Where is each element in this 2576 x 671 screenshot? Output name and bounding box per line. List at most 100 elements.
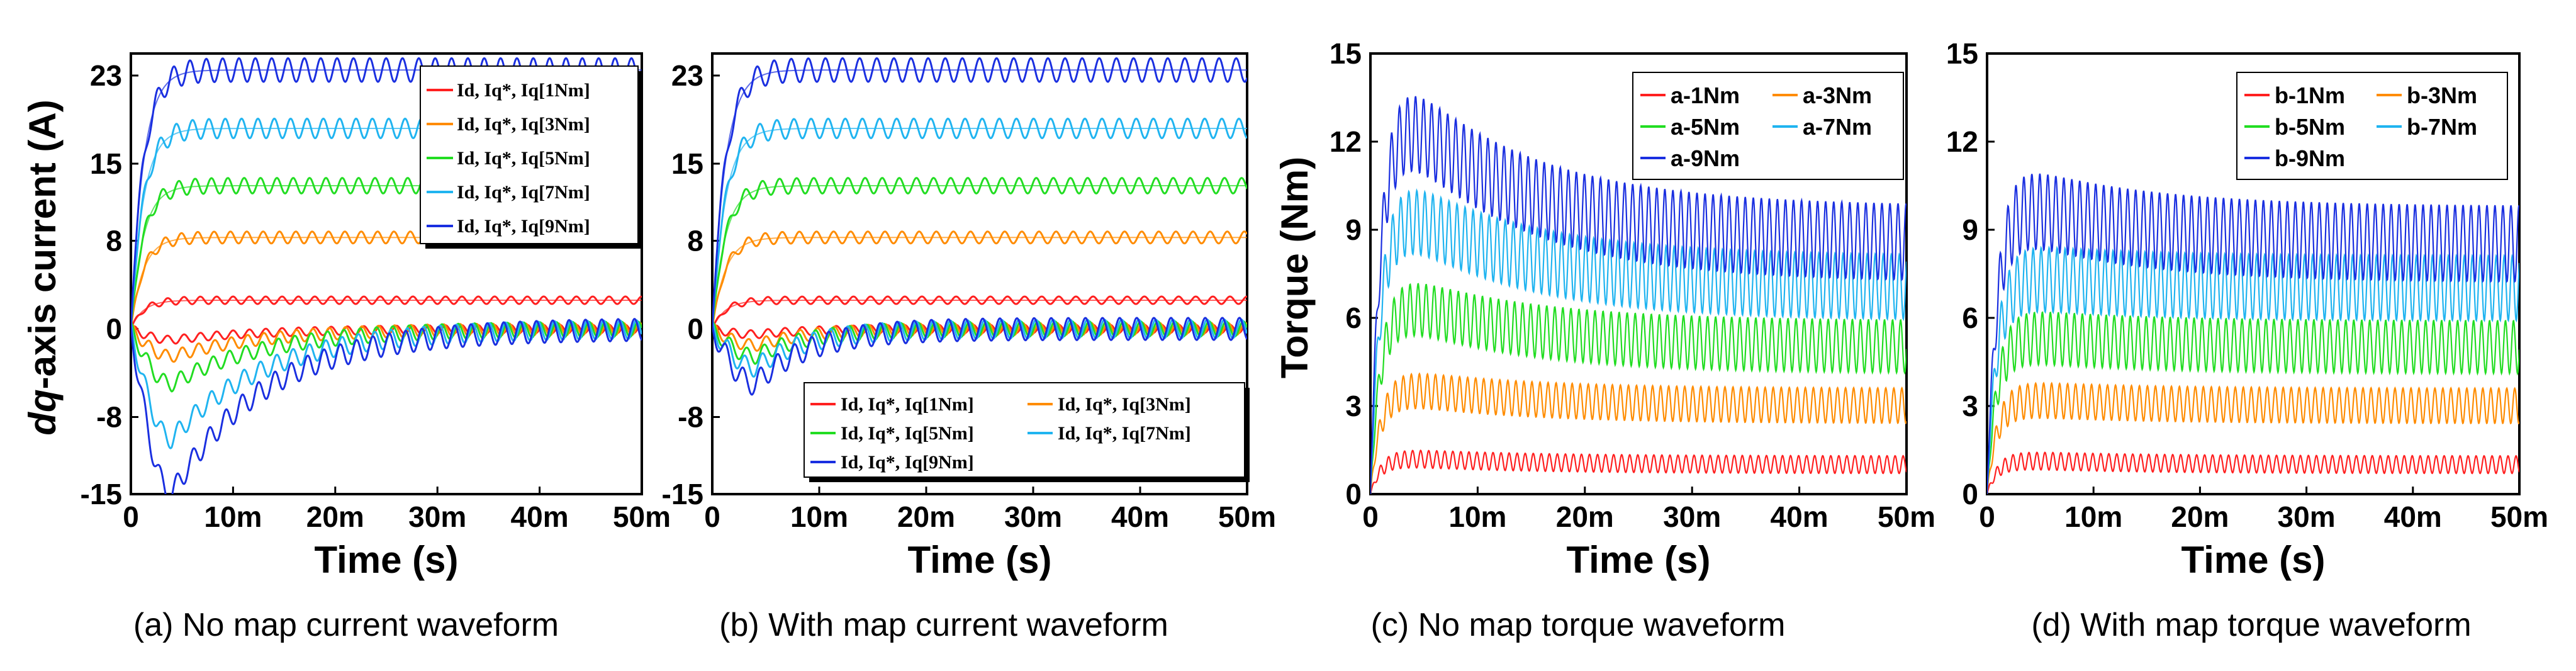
y-tick-label: 3 [1345, 390, 1362, 422]
legend-label: Id, Iq*, Iq[7Nm] [1058, 423, 1191, 444]
x-tick-label: 10m [790, 500, 848, 533]
legend-label: Id, Iq*, Iq[5Nm] [841, 423, 974, 444]
x-tick-label: 40m [1771, 500, 1828, 533]
torque-line [1370, 372, 1907, 494]
x-tick-label: 10m [204, 500, 262, 533]
legend-label: b-9Nm [2275, 145, 2345, 171]
legend-label: Id, Iq*, Iq[3Nm] [1058, 394, 1191, 415]
y-tick-label: 23 [671, 59, 703, 92]
legend-label: a-3Nm [1803, 82, 1872, 108]
y-tick-label: 0 [1345, 478, 1362, 510]
x-tick-label: 10m [1448, 500, 1506, 533]
y-tick-label: -8 [678, 401, 703, 434]
iq-line [712, 230, 1247, 329]
legend-label: Id, Iq*, Iq[9Nm] [841, 452, 974, 473]
y-tick-label: -15 [662, 478, 703, 510]
y-tick-label: 0 [106, 313, 122, 346]
iq-line [712, 295, 1247, 330]
y-tick-label: 8 [106, 225, 122, 257]
legend-label: Id, Iq*, Iq[1Nm] [457, 80, 590, 101]
legend-box [420, 65, 639, 244]
legend-label: Id, Iq*, Iq[7Nm] [457, 182, 590, 203]
x-tick-label: 40m [511, 500, 569, 533]
legend-label: b-3Nm [2407, 82, 2477, 108]
x-tick-label: 30m [1663, 500, 1721, 533]
y-axis-label: Torque (Nm) [1274, 157, 1316, 378]
series-group [1987, 173, 2519, 494]
legend-box [804, 382, 1245, 478]
y-tick-label: 9 [1345, 213, 1362, 246]
iq-line [712, 57, 1247, 329]
torque-line [1370, 188, 1907, 494]
legend-label: b-7Nm [2407, 114, 2477, 140]
x-axis-label: Time (s) [1567, 539, 1711, 581]
y-tick-label: -8 [96, 401, 122, 434]
series-group [1370, 96, 1907, 494]
legend-box [2236, 72, 2508, 180]
legend-label: a-1Nm [1671, 82, 1740, 108]
torque-line [1370, 283, 1907, 494]
torque-line [1987, 311, 2519, 494]
iq-line [131, 295, 642, 330]
y-tick-label: 9 [1962, 213, 1978, 246]
x-tick-label: 40m [1111, 500, 1169, 533]
x-tick-label: 30m [2278, 500, 2336, 533]
x-axis-label: Time (s) [908, 539, 1052, 581]
x-axis-label: Time (s) [315, 539, 459, 581]
y-tick-label: 12 [1946, 125, 1978, 158]
x-tick-label: 20m [897, 500, 955, 533]
y-tick-label: -15 [81, 478, 122, 510]
y-tick-label: 15 [1946, 37, 1978, 70]
torque-line [1370, 449, 1907, 494]
panel-caption: (b) With map current waveform [719, 607, 1168, 643]
id-line [712, 319, 1247, 378]
y-tick-label: 8 [687, 225, 703, 257]
panel-d: 0 10m 20m 30m 40m 50m 15 12 9 6 3 0 Time (s) (d) With… [1946, 37, 2548, 643]
torque-line [1370, 96, 1907, 494]
y-tick-label: 6 [1962, 302, 1978, 334]
panel-b: 0 10m 20m 30m 40m 50m 23 15 8 0 -8 -15 Time (s) (b) W… [662, 52, 1276, 643]
torque-line [1987, 451, 2519, 494]
legend-label: Id, Iq*, Iq[5Nm] [457, 148, 590, 169]
legend-label: Id, Iq*, Iq[9Nm] [457, 216, 590, 237]
x-tick-label: 50m [1218, 500, 1276, 533]
y-tick-label: 3 [1962, 390, 1978, 422]
x-tick-label: 30m [1004, 500, 1062, 533]
y-axis-label-rest: -axis current (A) [21, 99, 64, 389]
x-tick-label: 10m [2064, 500, 2122, 533]
y-tick-label: 12 [1330, 125, 1362, 158]
legend-label: Id, Iq*, Iq[1Nm] [841, 394, 974, 415]
panel-a: 0 10m 20m 30m 40m 50m 23 15 8 0 -8 -15 Time (s) dq-ax… [21, 52, 671, 643]
iq-ref-line [712, 237, 1247, 329]
x-tick-label: 20m [2171, 500, 2229, 533]
torque-line [1987, 381, 2519, 494]
y-tick-label: 15 [90, 147, 122, 180]
y-axis-label: dq-axis current (A) [21, 99, 64, 435]
legend-label: a-7Nm [1803, 114, 1872, 140]
y-tick-label: 15 [1330, 37, 1362, 70]
x-tick-label: 20m [306, 500, 364, 533]
x-tick-label: 0 [1979, 500, 1995, 533]
series-group [712, 57, 1247, 396]
x-axis-label: Time (s) [2181, 539, 2326, 581]
legend-label: Id, Iq*, Iq[3Nm] [457, 114, 590, 135]
legend-label: b-5Nm [2275, 114, 2345, 140]
y-tick-label: 0 [1962, 478, 1978, 510]
x-tick-label: 50m [1878, 500, 1935, 533]
panel-caption: (c) No map torque waveform [1371, 607, 1786, 643]
x-tick-label: 50m [613, 500, 671, 533]
panel-caption: (d) With map torque waveform [2031, 607, 2471, 643]
legend-box [1632, 72, 1904, 180]
id-line [131, 317, 642, 494]
y-tick-label: 6 [1345, 302, 1362, 334]
x-tick-label: 30m [408, 500, 466, 533]
legend-label: a-9Nm [1671, 145, 1740, 171]
panel-c: 0 10m 20m 30m 40m 50m 15 12 9 6 3 0 Time (s) Torque (… [1274, 37, 1935, 643]
id-line [712, 317, 1247, 396]
x-tick-label: 50m [2490, 500, 2548, 533]
y-axis-label-italic: dq [21, 389, 64, 435]
x-tick-label: 0 [704, 500, 720, 533]
iq-line [712, 117, 1247, 329]
panel-caption: (a) No map current waveform [133, 607, 559, 643]
